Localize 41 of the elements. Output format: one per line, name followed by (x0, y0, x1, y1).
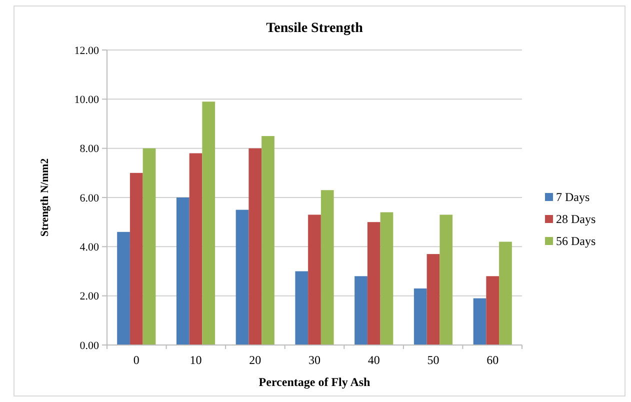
bar (248, 148, 262, 345)
y-tick-label: 0.00 (80, 340, 100, 352)
bar (367, 222, 380, 345)
bar (473, 298, 486, 345)
bar (176, 198, 190, 345)
bar (236, 210, 249, 345)
bar (354, 276, 368, 345)
bar (189, 153, 202, 345)
bar (320, 190, 334, 345)
x-tick-label: 10 (190, 353, 202, 367)
chart-title: Tensile Strength (266, 21, 364, 36)
legend-label: 28 Days (556, 212, 596, 226)
y-tick-label: 10.00 (74, 94, 100, 106)
x-tick-label: 30 (308, 353, 320, 367)
y-tick-label: 6.00 (80, 192, 100, 204)
legend-label: 7 Days (556, 190, 590, 204)
bar (117, 232, 130, 345)
x-tick-label: 60 (486, 353, 499, 367)
bar (130, 172, 143, 345)
bar (499, 242, 512, 345)
bar (380, 212, 394, 345)
x-tick-label: 0 (133, 353, 140, 367)
bar (486, 276, 500, 345)
y-axis-title: Strength N/mm2 (39, 158, 51, 237)
bar (202, 102, 216, 345)
bar (142, 148, 156, 345)
bar (414, 288, 427, 345)
x-axis-title: Percentage of Fly Ash (258, 375, 371, 389)
y-tick-label: 2.00 (80, 290, 100, 303)
bar (440, 214, 453, 345)
legend-label: 56 Days (556, 234, 596, 248)
bar (426, 254, 440, 345)
x-tick-label: 40 (368, 353, 380, 367)
bar (262, 136, 274, 345)
y-tick-label: 8.00 (80, 143, 100, 156)
bar (295, 271, 308, 345)
y-tick-label: 12.00 (74, 44, 100, 57)
x-tick-label: 50 (427, 353, 440, 367)
bar (308, 214, 321, 345)
y-tick-label: 4.00 (80, 242, 100, 254)
x-tick-label: 20 (249, 353, 262, 367)
